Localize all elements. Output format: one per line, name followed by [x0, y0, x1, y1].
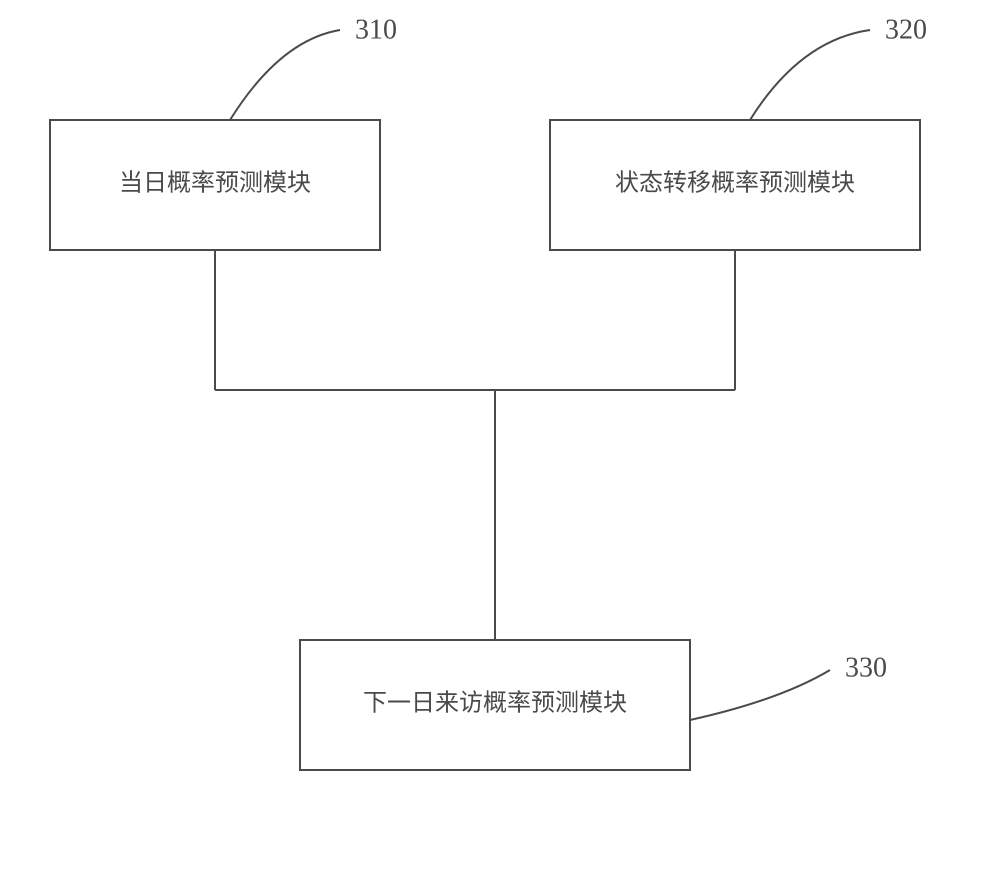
callout-320-number: 320 [885, 14, 927, 45]
callout-310-number: 310 [355, 14, 397, 45]
node-330-label: 下一日来访概率预测模块 [363, 690, 627, 717]
node-310: 当日概率预测模块 [50, 120, 380, 250]
node-320: 状态转移概率预测模块 [550, 120, 920, 250]
node-330: 下一日来访概率预测模块 [300, 640, 690, 770]
callout-310-curve [230, 30, 340, 120]
callout-320-curve [750, 30, 870, 120]
callout-330-curve [690, 670, 830, 720]
module-diagram: 当日概率预测模块 状态转移概率预测模块 下一日来访概率预测模块 310 320 … [0, 0, 1000, 882]
callout-330-number: 330 [845, 652, 887, 683]
node-320-label: 状态转移概率预测模块 [615, 170, 855, 197]
node-310-label: 当日概率预测模块 [119, 170, 311, 197]
